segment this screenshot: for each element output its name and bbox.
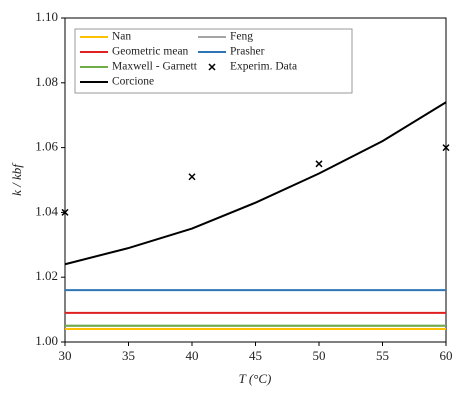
data-point xyxy=(188,173,196,181)
legend-label: Nan xyxy=(112,31,131,43)
x-tick-label: 60 xyxy=(440,348,453,363)
legend-label: Geometric mean xyxy=(112,46,189,58)
marker-cross xyxy=(442,144,450,152)
y-tick-label: 1.04 xyxy=(35,203,58,218)
x-tick-label: 30 xyxy=(59,348,72,363)
marker-cross xyxy=(61,208,69,216)
x-tick-label: 50 xyxy=(313,348,326,363)
legend-label: Prasher xyxy=(230,46,265,58)
x-tick-label: 45 xyxy=(249,348,262,363)
marker-cross xyxy=(188,173,196,181)
legend: Nan Feng Geometric mean Prasher Maxwell - Ga… xyxy=(74,28,353,94)
data-point xyxy=(61,208,69,216)
legend-label: Feng xyxy=(230,31,253,43)
x-tick-label: 40 xyxy=(186,348,199,363)
x-tick-label: 35 xyxy=(122,348,135,363)
data-point xyxy=(442,144,450,152)
x-axis-label: T (°C) xyxy=(239,371,272,386)
y-tick-label: 1.02 xyxy=(35,268,58,283)
legend-marker xyxy=(208,63,216,71)
marker-cross xyxy=(315,160,323,168)
y-tick-label: 1.10 xyxy=(35,9,58,24)
legend-box xyxy=(74,28,353,94)
legend-label: Maxwell - Garnett xyxy=(112,61,198,73)
y-axis-label: k / kbf xyxy=(9,162,24,196)
y-tick-label: 1.08 xyxy=(35,74,58,89)
y-tick-label: 1.00 xyxy=(35,333,58,348)
legend-label: Experim. Data xyxy=(230,61,297,73)
marker-cross xyxy=(208,63,216,71)
data-point xyxy=(315,160,323,168)
x-tick-label: 55 xyxy=(376,348,389,363)
y-tick-label: 1.06 xyxy=(35,139,58,154)
legend-label: Corcione xyxy=(112,76,154,88)
series-line xyxy=(64,101,447,266)
